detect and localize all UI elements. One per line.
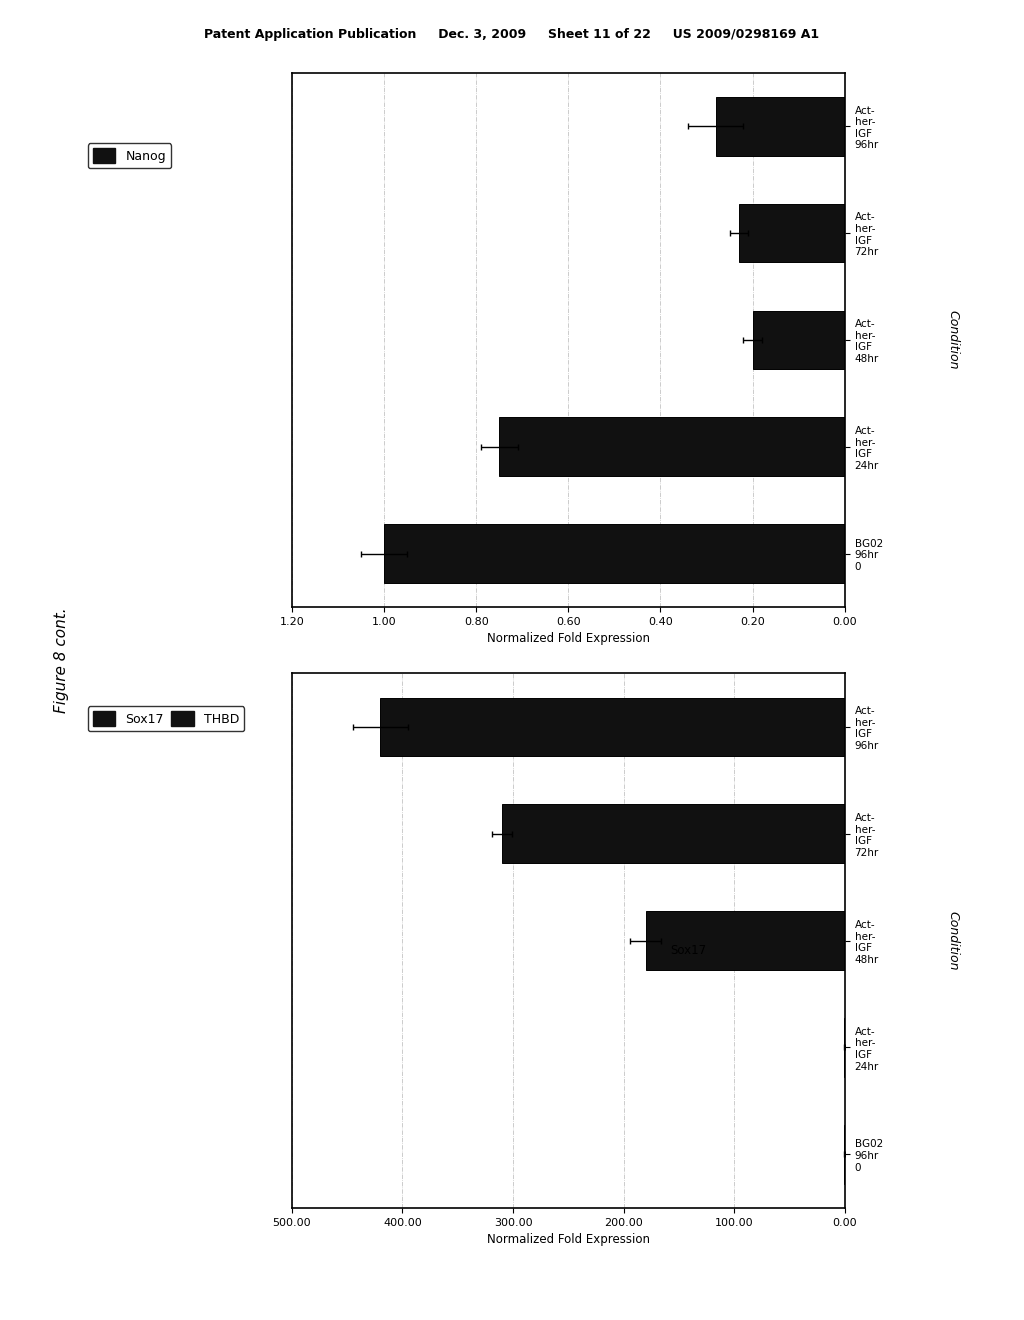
Y-axis label: Condition: Condition (946, 310, 959, 370)
X-axis label: Normalized Fold Expression: Normalized Fold Expression (486, 632, 650, 645)
Bar (753, 310, 845, 370)
Bar (502, 804, 845, 863)
Bar (384, 524, 845, 583)
X-axis label: Normalized Fold Expression: Normalized Fold Expression (486, 1233, 650, 1246)
Text: Patent Application Publication     Dec. 3, 2009     Sheet 11 of 22     US 2009/0: Patent Application Publication Dec. 3, 2… (205, 28, 819, 41)
Y-axis label: Condition: Condition (946, 911, 959, 970)
Legend: Nanog: Nanog (88, 143, 171, 168)
Bar (499, 417, 845, 477)
Bar (716, 96, 845, 156)
Text: Figure 8 cont.: Figure 8 cont. (54, 607, 69, 713)
Legend: Sox17, THBD: Sox17, THBD (88, 706, 245, 731)
Bar (738, 203, 845, 263)
Bar (380, 697, 845, 756)
Text: Sox17: Sox17 (671, 944, 707, 957)
Bar (646, 911, 845, 970)
